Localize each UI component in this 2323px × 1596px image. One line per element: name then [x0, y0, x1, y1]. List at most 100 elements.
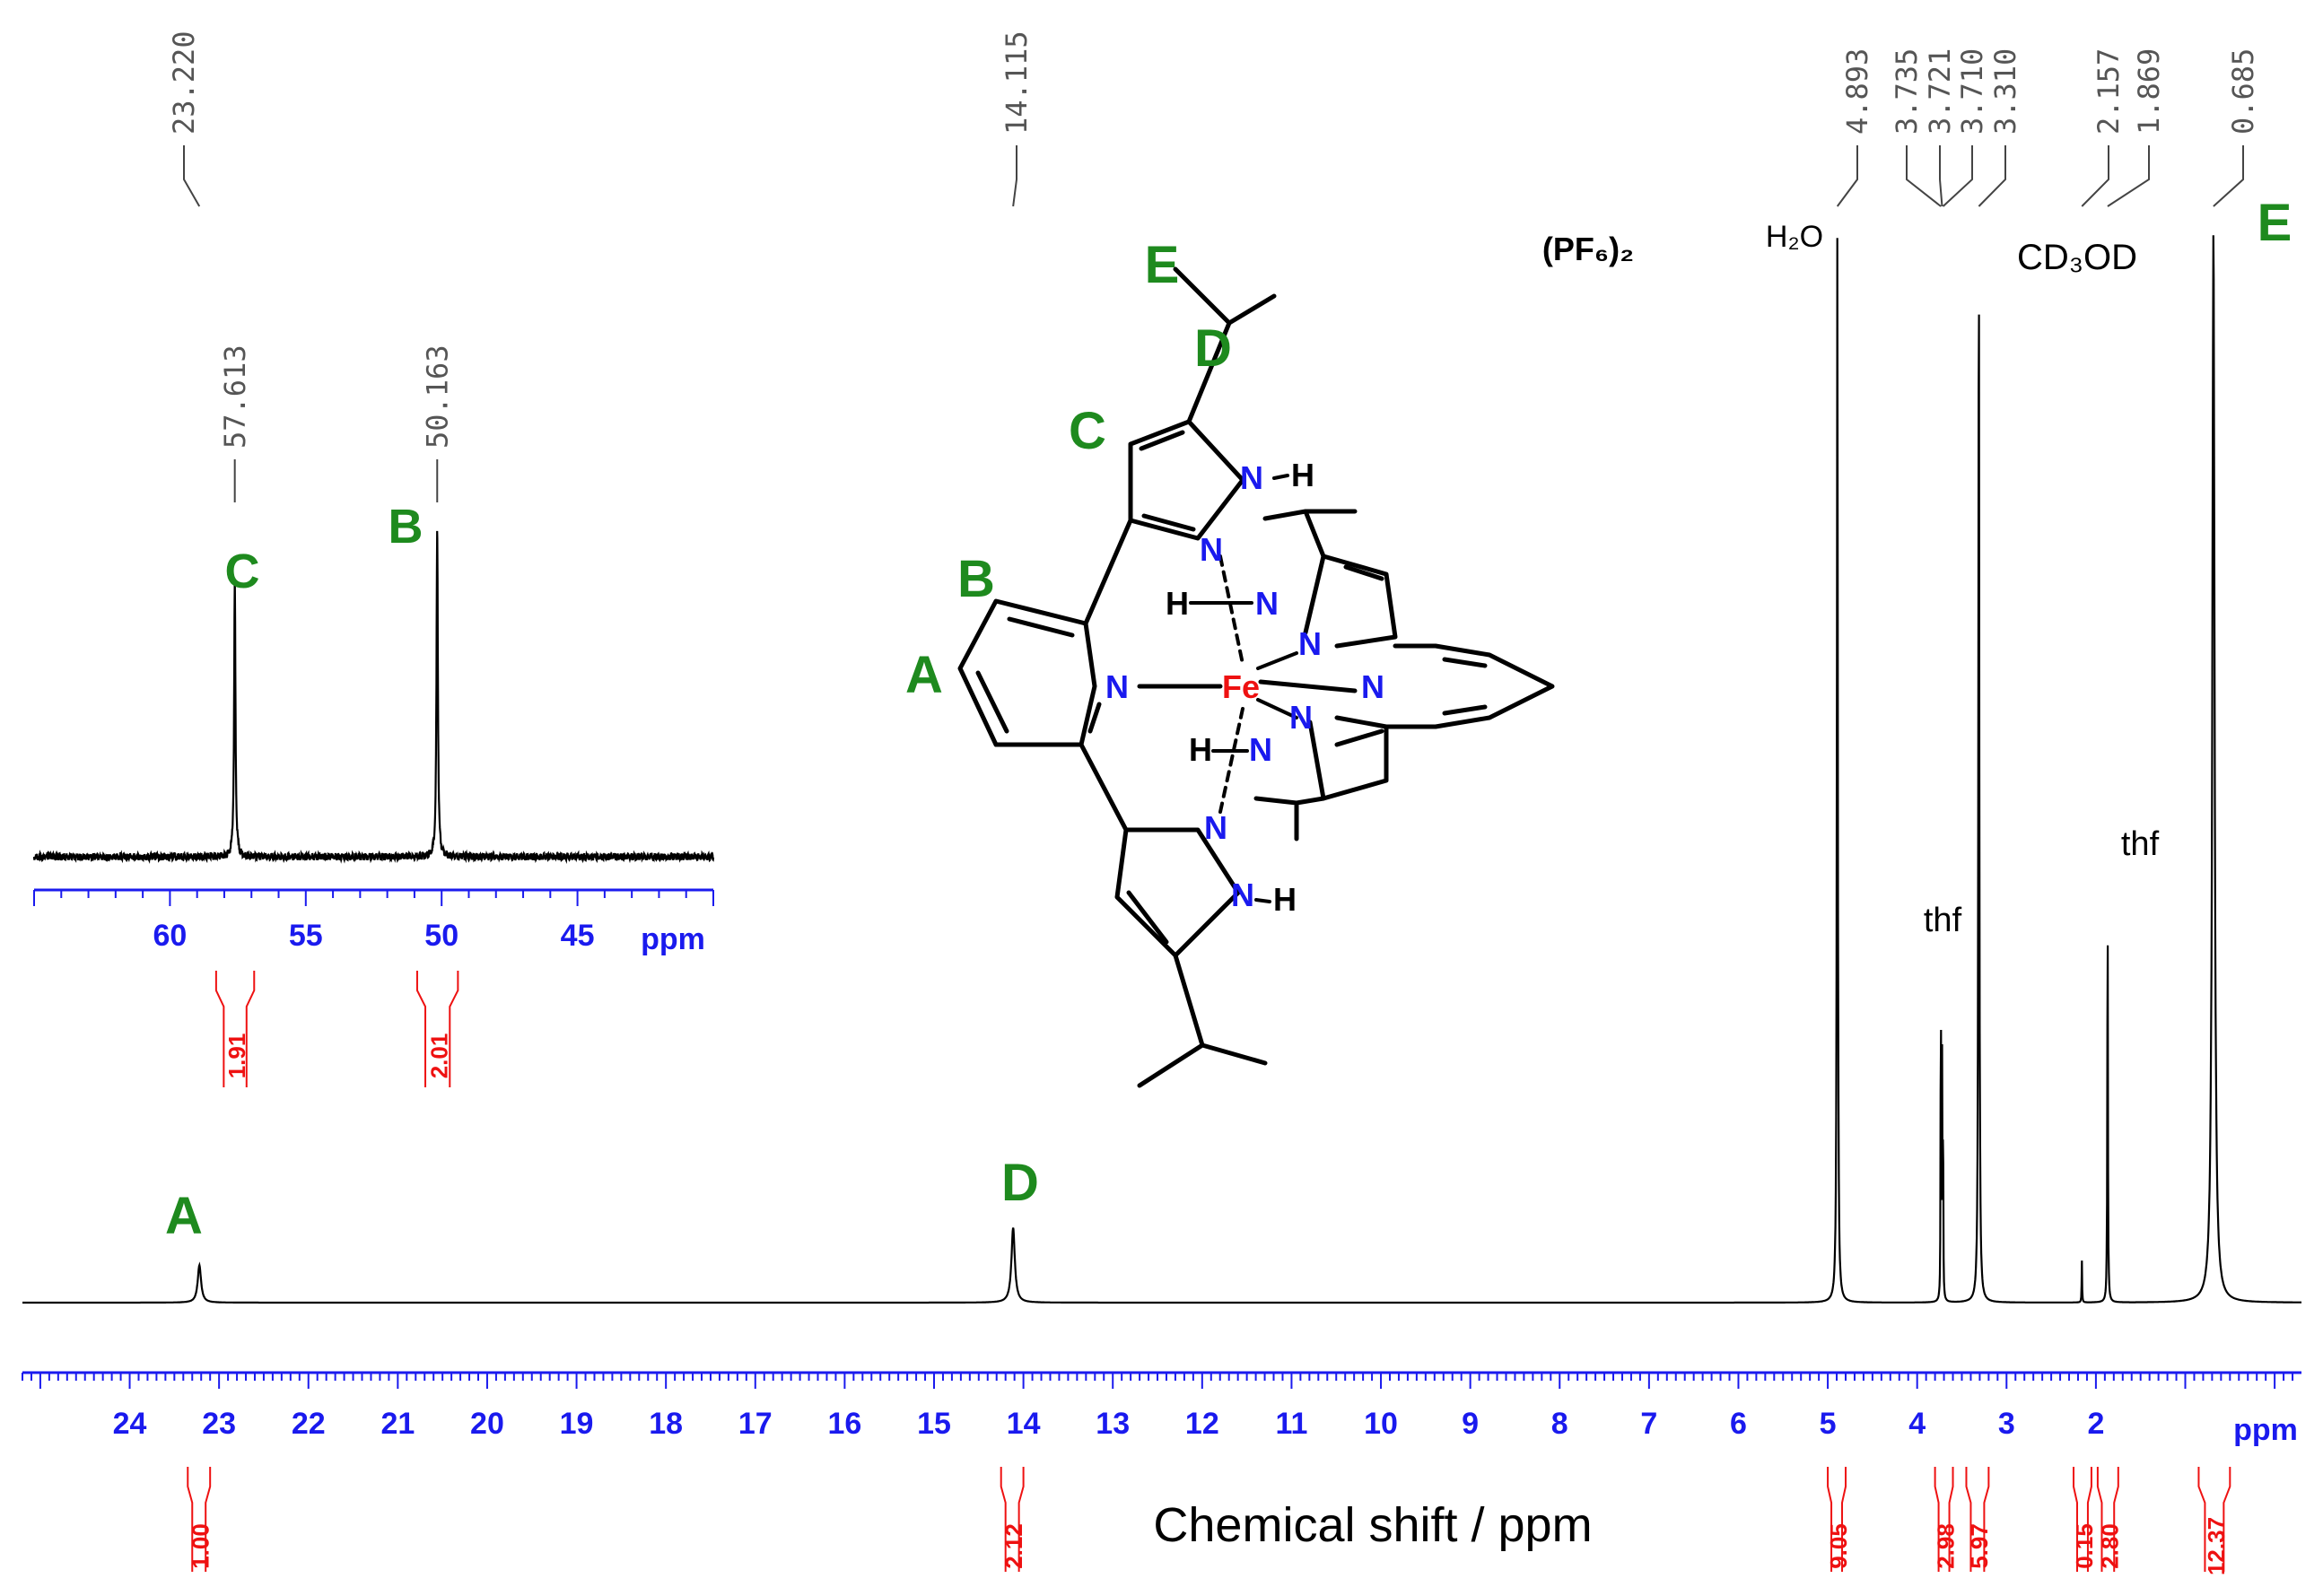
- atom-N-mid-lower: N: [1289, 699, 1313, 736]
- main-x-axis: 24 23 22 21 20 19 18 17 16 15 14 13 12 11 10 9 8 7 6 5 4 3 2: [22, 1371, 2301, 1441]
- inset-x-axis: 60 55 50 45: [33, 888, 714, 953]
- tick-label: 5: [1820, 1407, 1837, 1441]
- integral-bracket: [1934, 1467, 1954, 1572]
- pyrazole-lower-double: [1126, 890, 1169, 945]
- atom-H-mid-upper: H: [1166, 585, 1189, 622]
- integral-bracket: [1827, 1467, 1847, 1572]
- atom-N-upper-2: N: [1200, 531, 1223, 568]
- site-label-D: D: [1194, 319, 1232, 378]
- atom-H-upper: H: [1291, 457, 1314, 493]
- bond-Fe-N-right: [1258, 679, 1358, 693]
- peak-leader-line: [2213, 145, 2244, 207]
- site-label-C: C: [1069, 402, 1106, 460]
- peak-leader-line: [2107, 145, 2150, 207]
- main-axis-unit: ppm: [2233, 1413, 2298, 1447]
- peak-leader-line: [183, 145, 201, 207]
- peak-leader-line: [1939, 145, 1943, 207]
- pyridine-right-double: [1442, 657, 1488, 716]
- tick-label: 55: [289, 919, 323, 953]
- integral-value: 2.01: [426, 1033, 453, 1079]
- peak-shift-label: 1.869: [2132, 48, 2166, 135]
- bond-Fe-N-upper-dashed: [1218, 554, 1244, 666]
- site-label-A: A: [905, 646, 943, 704]
- integral-value: 2.12: [1000, 1523, 1027, 1569]
- bond-Fe-N-lower-dashed: [1218, 707, 1244, 814]
- site-label-E: E: [1145, 236, 1180, 294]
- atom-N-mid-lower-2: N: [1249, 731, 1272, 768]
- annotation-thf-1: thf: [1924, 902, 1962, 939]
- peak-shift-label: 3.721: [1923, 48, 1957, 135]
- integral-value: 1.91: [223, 1033, 250, 1079]
- integral-bracket: [2197, 1467, 2231, 1572]
- inset-peak-labels: 57.613 50.163: [218, 344, 454, 502]
- main-spectrum-trace: [22, 235, 2301, 1304]
- integral-bracket: [2073, 1467, 2092, 1572]
- tick-label: 12: [1185, 1407, 1219, 1441]
- inset-axis-unit: ppm: [641, 922, 705, 956]
- isopropyl-lower: [1137, 953, 1268, 1088]
- tick-label: 60: [153, 919, 187, 953]
- peak-shift-label: 50.163: [420, 344, 454, 449]
- integral-value: 12.37: [2203, 1517, 2230, 1575]
- integral-bracket: [214, 971, 256, 1087]
- atom-H-lower: H: [1273, 881, 1297, 918]
- isopropyl-upper: [1173, 266, 1277, 424]
- peak-shift-label: 2.157: [2092, 48, 2126, 135]
- bond-NH-upper: [1272, 474, 1289, 480]
- tick-label: 18: [649, 1407, 683, 1441]
- bond-NH-lower: [1254, 898, 1271, 903]
- atom-N-py-right: N: [1361, 668, 1384, 705]
- integral-value: 2.98: [1933, 1523, 1960, 1569]
- integral-bracket: [1000, 1467, 1025, 1572]
- counterion-label: (PF₆)₂: [1542, 231, 1634, 267]
- peak-shift-label: 4.893: [1840, 48, 1874, 135]
- tick-label: 15: [917, 1407, 951, 1441]
- peak-leader-line: [1906, 145, 1942, 207]
- tick-label: 4: [1908, 1407, 1926, 1441]
- annotation-cd3od: CD₃OD: [2017, 238, 2137, 277]
- atom-N-lower-2: N: [1231, 876, 1254, 913]
- bond-Fe-N-inner: [1256, 651, 1298, 720]
- pyrazole-back-upper: [1303, 554, 1398, 649]
- annotation-thf-2: thf: [2121, 825, 2160, 863]
- integral-value: 2.80: [2096, 1523, 2123, 1569]
- atom-N-upper-1: N: [1240, 459, 1263, 496]
- atom-N-mid-upper: N: [1255, 585, 1279, 622]
- tick-label: 9: [1462, 1407, 1479, 1441]
- tick-label: 24: [113, 1407, 147, 1441]
- tick-label: 14: [1007, 1407, 1041, 1441]
- peak-leader-line: [1012, 145, 1017, 207]
- pyrazole-back-lower-double: [1334, 728, 1384, 747]
- peak-leader-line: [1942, 145, 1973, 207]
- integral-value: 5.97: [1966, 1523, 1993, 1569]
- peak-shift-label: 14.115: [1000, 31, 1034, 135]
- integral-bracket: [1965, 1467, 1990, 1572]
- tick-label: 13: [1096, 1407, 1130, 1441]
- inset-spectrum: 57.613 50.163 60 55 50 45 1.91 2.01 ppm C B: [32, 344, 715, 1087]
- inset-spectrum-trace: [32, 530, 715, 864]
- tick-label: 11: [1275, 1407, 1307, 1441]
- assign-label-B: B: [389, 500, 424, 554]
- tick-label: 7: [1640, 1407, 1657, 1441]
- tick-label: 16: [827, 1407, 861, 1441]
- tick-label: 45: [561, 919, 595, 953]
- inset-integrals: 1.91 2.01: [214, 971, 459, 1087]
- bond-lower-link: [1079, 742, 1129, 833]
- atom-N-lower-1: N: [1204, 809, 1227, 846]
- peak-shift-label: 57.613: [218, 344, 252, 449]
- assign-label-D: D: [1001, 1154, 1039, 1212]
- tick-label: 21: [380, 1407, 415, 1441]
- tick-label: 2: [2087, 1407, 2104, 1441]
- tick-label: 50: [424, 919, 458, 953]
- integral-value: 1.00: [188, 1523, 214, 1569]
- assign-label-C: C: [225, 545, 260, 598]
- tick-label: 6: [1730, 1407, 1747, 1441]
- assign-label-A: A: [165, 1187, 203, 1245]
- tick-label: 10: [1364, 1407, 1398, 1441]
- tick-label: 8: [1551, 1407, 1568, 1441]
- assign-label-E: E: [2258, 194, 2292, 252]
- atom-Fe: Fe: [1222, 668, 1260, 705]
- annotation-water: H₂O: [1766, 220, 1823, 254]
